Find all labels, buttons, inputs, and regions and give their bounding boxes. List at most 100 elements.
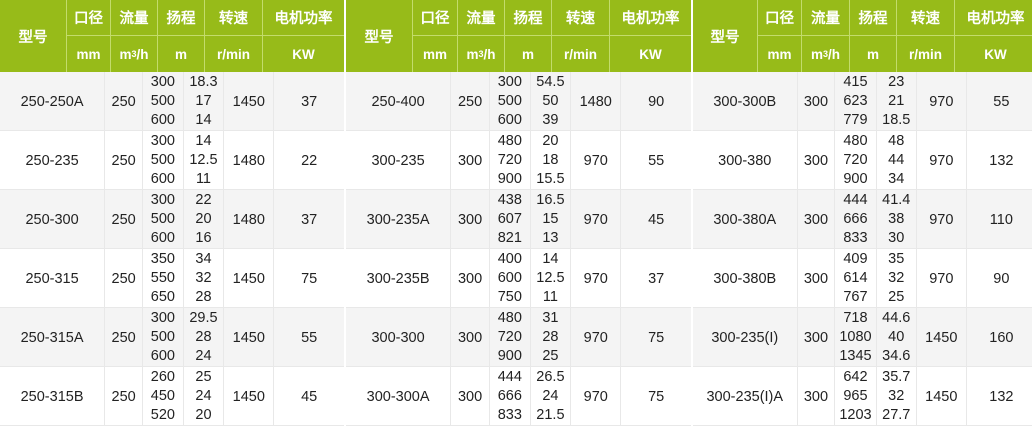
cell-flow-value: 720 <box>497 151 522 168</box>
unit-head: m <box>505 36 552 72</box>
cell-bore: 250 <box>105 190 144 249</box>
cell-flow-value: 500 <box>150 151 175 168</box>
cell-head: 34 32 28 <box>184 249 225 308</box>
cell-speed: 1480 <box>571 72 622 131</box>
cell-flow-value: 600 <box>150 348 175 365</box>
cell-power: 55 <box>648 152 665 169</box>
cell-flow-value: 350 <box>150 250 175 267</box>
cell-flow: 642 965 1203 <box>835 367 877 426</box>
cell-head-value: 27.7 <box>882 407 911 424</box>
unit-flow: m 3/h <box>802 36 850 72</box>
cell-head: 48 44 34 <box>877 131 917 190</box>
cell-head: 22 20 16 <box>184 190 225 249</box>
table-row: 300-235(I) 300 718 1080 1345 44.6 40 34.6 1450 16… <box>693 308 1032 367</box>
cell-bore: 250 <box>105 131 144 190</box>
cell-power: 110 <box>989 211 1013 228</box>
cell-head: 18.3 17 14 <box>184 72 225 131</box>
header-speed: 转速 <box>552 0 610 35</box>
cell-flow-value: 642 <box>843 368 868 385</box>
cell-model: 300-235 <box>346 131 452 190</box>
cell-power: 55 <box>301 329 318 346</box>
cell-bore: 300 <box>451 367 491 426</box>
cell-head-value: 41.4 <box>882 191 911 208</box>
unit-bore: mm <box>413 36 458 72</box>
cell-speed: 970 <box>917 72 967 131</box>
cell-head: 54.5 50 39 <box>531 72 572 131</box>
cell-model: 250-250A <box>0 72 106 131</box>
cell-head-value: 38 <box>888 210 905 227</box>
cell-flow: 480 720 900 <box>490 131 531 190</box>
cell-speed: 970 <box>917 131 967 190</box>
header-head: 扬程 <box>158 0 205 35</box>
cell-power: 132 <box>989 388 1014 405</box>
table-row: 250-400 250 300 500 600 54.5 50 39 1480 90 <box>346 72 691 131</box>
cell-flow-value: 623 <box>843 92 868 109</box>
cell-speed: 1450 <box>224 72 275 131</box>
cell-flow-value: 300 <box>497 73 522 90</box>
header-flow: 流量 <box>458 0 505 35</box>
cell-bore: 250 <box>105 367 144 426</box>
cell-head: 16.5 15 13 <box>531 190 572 249</box>
block-divider <box>691 0 693 427</box>
cell-speed: 1450 <box>224 367 275 426</box>
cell-head-value: 54.5 <box>536 73 565 90</box>
cell-head-value: 14 <box>195 112 212 129</box>
cell-head-value: 50 <box>542 92 559 109</box>
cell-power: 75 <box>301 270 318 287</box>
cell-head-value: 22 <box>195 191 212 208</box>
unit-speed: r/min <box>897 36 955 72</box>
cell-speed: 1450 <box>917 367 967 426</box>
table-row: 250-250A 250 300 500 600 18.3 17 14 1450 37 <box>0 72 344 131</box>
cell-speed: 970 <box>571 249 622 308</box>
table-row: 300-235B 300 400 600 750 14 12.5 11 970 37 <box>346 249 691 308</box>
cell-head-value: 32 <box>195 269 212 286</box>
header-power: 电机功率 <box>274 11 333 27</box>
unit-head: m <box>158 36 205 72</box>
cell-flow: 400 600 750 <box>490 249 531 308</box>
cell-flow: 300 500 600 <box>143 72 184 131</box>
table-body: 300-300B 300 415 623 779 23 21 18.5 970 55 300-380… <box>693 72 1032 427</box>
cell-head-value: 16.5 <box>536 191 565 208</box>
cell-power: 45 <box>301 388 318 405</box>
cell-speed: 1450 <box>224 308 275 367</box>
cell-flow-value: 444 <box>497 368 522 385</box>
cell-head-value: 11 <box>542 289 558 306</box>
cell-flow-value: 500 <box>150 92 175 109</box>
cell-head-value: 35 <box>888 250 905 267</box>
cell-bore: 300 <box>798 72 836 131</box>
spec-table-block-3: 型号 口径 流量 扬程 转速 电机功率 mm m 3/h m r/min KW 3… <box>693 0 1032 427</box>
cell-flow: 260 450 520 <box>143 367 184 426</box>
cell-head-value: 20 <box>195 407 212 424</box>
cell-head-value: 21 <box>888 92 905 109</box>
cell-head-value: 25 <box>888 289 905 306</box>
cell-head-value: 39 <box>542 112 559 129</box>
cell-head: 44.6 40 34.6 <box>877 308 917 367</box>
cell-head-value: 32 <box>888 387 905 404</box>
cell-head-value: 35.7 <box>882 368 911 385</box>
spec-table-block-1: 型号 口径 流量 扬程 转速 电机功率 mm m 3/h m r/min KW 2… <box>0 0 344 427</box>
cell-head-value: 28 <box>195 328 212 345</box>
cell-flow-value: 767 <box>843 289 868 306</box>
cell-model: 300-380A <box>693 190 798 249</box>
cell-flow-value: 500 <box>150 328 175 345</box>
cell-head-value: 30 <box>888 230 905 247</box>
cell-flow-value: 833 <box>843 230 868 247</box>
cell-head-value: 23 <box>888 73 905 90</box>
cell-bore: 300 <box>798 190 836 249</box>
cell-bore: 300 <box>451 131 491 190</box>
cell-flow-value: 600 <box>497 112 522 129</box>
cell-bore: 250 <box>451 72 491 131</box>
cell-head-value: 12.5 <box>189 151 218 168</box>
cell-power: 22 <box>301 152 318 169</box>
cell-flow: 350 550 650 <box>143 249 184 308</box>
cell-model: 300-235(I) <box>693 308 798 367</box>
unit-power: KW <box>639 46 662 62</box>
cell-flow-value: 260 <box>150 368 175 385</box>
table-row: 300-380 300 480 720 900 48 44 34 970 132 <box>693 131 1032 190</box>
cell-head-value: 15.5 <box>536 171 565 188</box>
cell-flow-value: 965 <box>843 387 868 404</box>
cell-flow-value: 600 <box>150 112 175 129</box>
cell-flow-value: 409 <box>843 250 868 267</box>
cell-power: 90 <box>993 270 1010 287</box>
cell-head-value: 12.5 <box>536 269 565 286</box>
